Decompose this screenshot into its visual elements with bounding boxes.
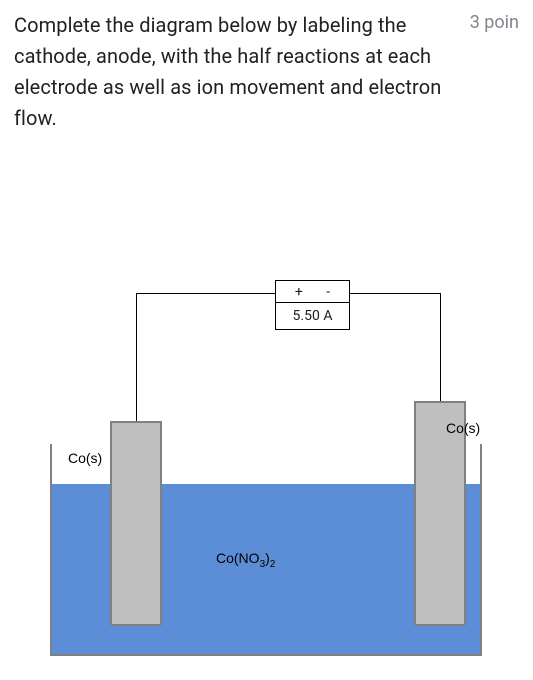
battery-terminals: + - [276,281,349,302]
left-electrode-label: Co(s) [68,450,102,466]
right-electrode-label: Co(s) [446,420,480,436]
wire-top-right [350,293,441,294]
wire-down-left [136,293,137,421]
points-label: 3 poin [470,10,519,33]
battery-current: 5.50 A [276,302,349,329]
wire-down-right [440,293,441,401]
electrolysis-diagram: + - 5.50 A Co(s) Co(s) Co(NO3)2 [50,280,482,660]
power-source: + - 5.50 A [275,280,350,330]
solution-label: Co(NO3)2 [216,550,275,570]
left-electrode [110,421,162,626]
question-text: Complete the diagram below by labeling t… [14,10,456,134]
wire-top-left [136,293,275,294]
